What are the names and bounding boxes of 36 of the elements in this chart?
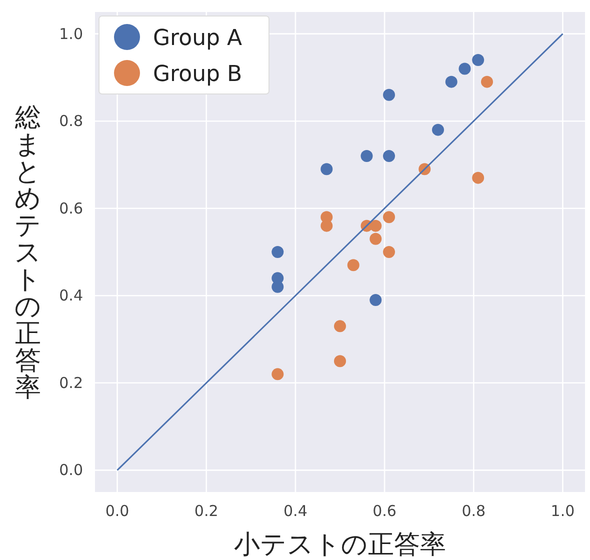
y-tick-label: 0.0 — [59, 461, 83, 480]
point — [347, 259, 360, 272]
point — [445, 76, 458, 88]
legend-label: Group B — [153, 62, 242, 87]
y-tick-label: 0.8 — [59, 112, 83, 130]
point — [383, 150, 395, 162]
point — [383, 246, 395, 258]
point — [272, 246, 284, 258]
x-tick-label: 1.0 — [550, 502, 575, 520]
point — [370, 294, 382, 306]
y-tick-label: 0.4 — [59, 286, 83, 305]
point — [370, 220, 382, 232]
point — [472, 54, 484, 66]
point — [334, 355, 346, 368]
legend-label: Group A — [153, 26, 242, 51]
y-tick-label: 0.2 — [59, 374, 83, 392]
text: 総まとめテストの正答率 — [14, 103, 42, 403]
point — [458, 62, 471, 75]
point — [481, 76, 493, 88]
point — [472, 172, 484, 184]
point — [383, 88, 395, 101]
point — [320, 163, 333, 176]
point — [432, 124, 444, 136]
y-tick-label: 0.6 — [59, 199, 83, 218]
point — [383, 211, 395, 224]
point — [370, 232, 382, 245]
point — [334, 320, 346, 332]
point — [360, 150, 373, 162]
x-axis-title: 小テストの正答率 — [234, 530, 446, 560]
x-tick-label: 0.2 — [194, 502, 218, 520]
y-tick-label: 1.0 — [59, 24, 83, 43]
x-tick-label: 0.8 — [462, 502, 486, 520]
x-tick-label: 0.0 — [105, 502, 130, 520]
x-tick-label: 0.4 — [284, 502, 308, 520]
x-tick-label: 0.6 — [372, 502, 396, 520]
point — [272, 368, 284, 380]
